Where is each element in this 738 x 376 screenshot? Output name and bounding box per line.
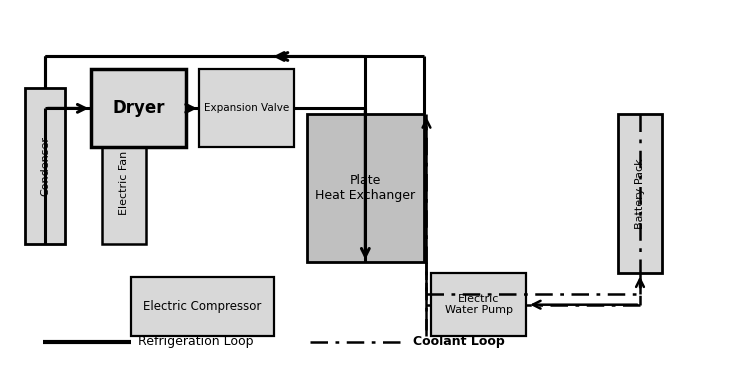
Text: Condenser: Condenser	[40, 136, 50, 196]
Text: Electric Compressor: Electric Compressor	[143, 300, 261, 313]
FancyBboxPatch shape	[91, 70, 186, 147]
Text: Expansion Valve: Expansion Valve	[204, 103, 289, 113]
FancyBboxPatch shape	[307, 114, 424, 262]
Text: Dryer: Dryer	[112, 99, 165, 117]
Text: Plate
Heat Exchanger: Plate Heat Exchanger	[315, 174, 415, 202]
Text: Electric Fan: Electric Fan	[119, 150, 128, 215]
Text: Coolant Loop: Coolant Loop	[413, 335, 505, 348]
Text: Battery Pack: Battery Pack	[635, 158, 645, 229]
Text: Electric
Water Pump: Electric Water Pump	[445, 294, 513, 315]
Text: Refrigeration Loop: Refrigeration Loop	[138, 335, 254, 348]
FancyBboxPatch shape	[131, 277, 274, 336]
FancyBboxPatch shape	[102, 121, 145, 244]
FancyBboxPatch shape	[431, 273, 526, 336]
FancyBboxPatch shape	[618, 114, 662, 273]
FancyBboxPatch shape	[25, 88, 65, 244]
FancyBboxPatch shape	[199, 70, 294, 147]
